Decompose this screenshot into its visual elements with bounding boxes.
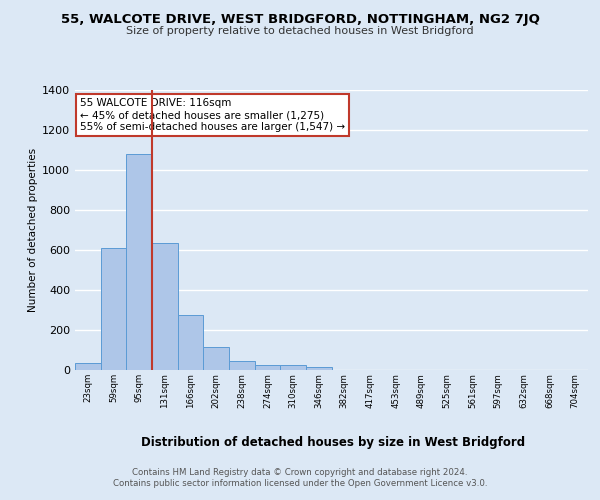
Bar <box>127 154 152 370</box>
Text: Distribution of detached houses by size in West Bridgford: Distribution of detached houses by size … <box>141 436 525 449</box>
Bar <box>306 367 331 370</box>
Text: Contains public sector information licensed under the Open Government Licence v3: Contains public sector information licen… <box>113 480 487 488</box>
Text: 55, WALCOTE DRIVE, WEST BRIDGFORD, NOTTINGHAM, NG2 7JQ: 55, WALCOTE DRIVE, WEST BRIDGFORD, NOTTI… <box>61 12 539 26</box>
Bar <box>254 365 280 370</box>
Y-axis label: Number of detached properties: Number of detached properties <box>28 148 38 312</box>
Bar <box>101 248 127 370</box>
Text: Size of property relative to detached houses in West Bridgford: Size of property relative to detached ho… <box>126 26 474 36</box>
Bar <box>75 363 101 370</box>
Text: Contains HM Land Registry data © Crown copyright and database right 2024.: Contains HM Land Registry data © Crown c… <box>132 468 468 477</box>
Bar <box>203 347 229 370</box>
Bar <box>280 365 306 370</box>
Bar <box>229 361 254 370</box>
Bar <box>152 243 178 370</box>
Bar <box>178 315 203 370</box>
Text: 55 WALCOTE DRIVE: 116sqm
← 45% of detached houses are smaller (1,275)
55% of sem: 55 WALCOTE DRIVE: 116sqm ← 45% of detach… <box>80 98 345 132</box>
